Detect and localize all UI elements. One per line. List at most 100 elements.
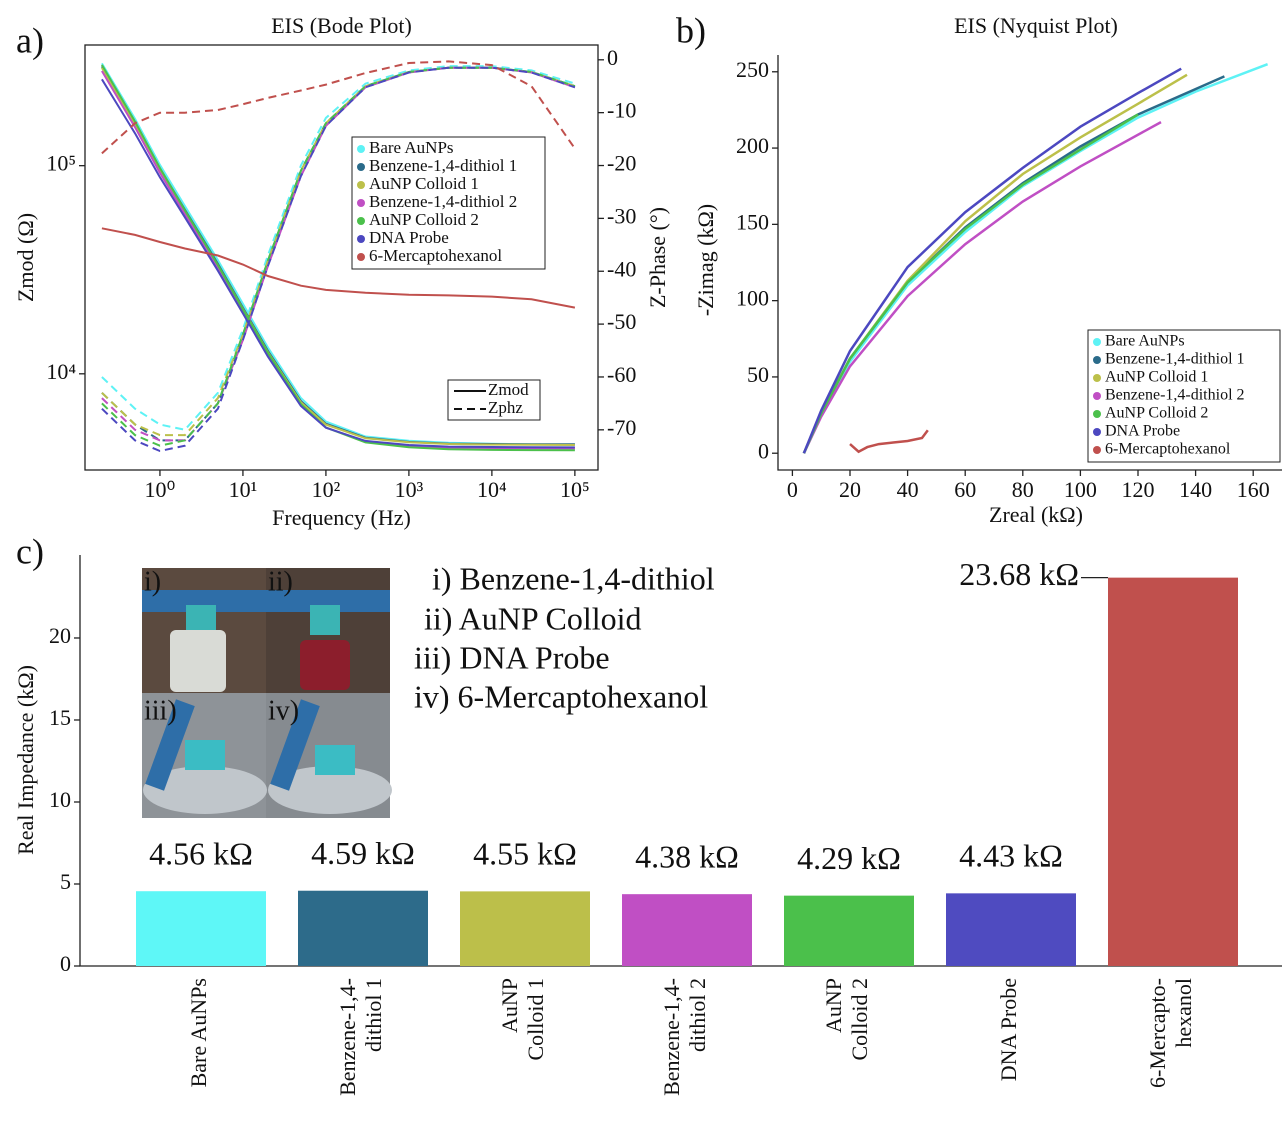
zmod-line <box>101 64 575 452</box>
chart-title: EIS (Bode Plot) <box>271 13 412 38</box>
y-tick-label: 200 <box>736 133 769 158</box>
key-text: iii) DNA Probe <box>414 639 610 675</box>
legend-marker <box>1093 392 1101 400</box>
y-tick-label: 0 <box>60 951 71 976</box>
y-tick-label: 10 <box>49 787 71 812</box>
x-tick-label: 40 <box>897 477 919 502</box>
x-tick-label: AuNP <box>497 978 522 1033</box>
value-label: 4.38 kΩ <box>635 839 739 875</box>
x-tick-label: 10⁰ <box>145 477 176 502</box>
value-label: 4.55 kΩ <box>473 836 577 872</box>
x-tick-label: 60 <box>954 477 976 502</box>
phase-line <box>101 60 576 155</box>
phase-line <box>101 66 576 447</box>
legend-label: 6-Mercaptohexanol <box>1105 441 1231 458</box>
x-tick-label: 10² <box>312 477 341 502</box>
legend-label: Bare AuNPs <box>1105 333 1185 350</box>
x-tick-label: 10³ <box>395 477 424 502</box>
x-tick-label: 10¹ <box>229 477 258 502</box>
legend-label: Benzene-1,4-dithiol 1 <box>369 156 517 175</box>
legend-marker <box>357 217 365 225</box>
legend-marker <box>1093 446 1101 454</box>
y2-tick-label: 0 <box>607 45 618 70</box>
legend-label: AuNP Colloid 2 <box>1105 405 1208 422</box>
value-label: 4.56 kΩ <box>149 836 253 872</box>
y-tick-label: 20 <box>49 623 71 648</box>
x-tick-label: 80 <box>1012 477 1034 502</box>
y-tick-label: 50 <box>747 362 769 387</box>
x-axis-label: Frequency (Hz) <box>272 505 411 530</box>
y2-tick-label: -50 <box>607 309 636 334</box>
x-tick-label: 120 <box>1122 477 1155 502</box>
y-tick-label: 0 <box>758 438 769 463</box>
x-tick-label: 160 <box>1237 477 1270 502</box>
bar <box>460 891 590 966</box>
x-tick-label: 100 <box>1064 477 1097 502</box>
bar <box>784 895 914 966</box>
x-tick-label: 10⁵ <box>560 477 590 502</box>
value-label: 4.43 kΩ <box>959 838 1063 874</box>
x-tick-label: DNA Probe <box>996 978 1021 1081</box>
x-tick-label: Benzene-1,4- <box>335 978 360 1096</box>
y2-tick-label: -40 <box>607 256 636 281</box>
panel-label: a) <box>16 20 44 60</box>
bar <box>946 893 1076 966</box>
legend-label: Benzene-1,4-dithiol 2 <box>369 192 517 211</box>
y-axis-label: -Zimag (kΩ) <box>693 204 718 316</box>
y-tick-label: 100 <box>736 286 769 311</box>
legend-marker <box>357 181 365 189</box>
inset-label: i) <box>144 566 161 597</box>
legend-marker <box>357 199 365 207</box>
value-label: 4.29 kΩ <box>797 840 901 876</box>
x-tick-label: Colloid 1 <box>523 978 548 1061</box>
legend-label: Benzene-1,4-dithiol 2 <box>1105 387 1245 404</box>
legend-label: Bare AuNPs <box>369 138 454 157</box>
legend-label: AuNP Colloid 1 <box>369 174 479 193</box>
phase-line <box>101 66 576 453</box>
y2-tick-label: -20 <box>607 151 636 176</box>
axis-spines <box>777 55 1282 471</box>
x-tick-label: Colloid 2 <box>847 978 872 1061</box>
y-tick-label: 15 <box>49 705 71 730</box>
legend-label: DNA Probe <box>1105 423 1180 440</box>
y-tick-label: 150 <box>736 209 769 234</box>
legend-marker <box>357 253 365 261</box>
zmod-line <box>101 78 575 449</box>
chart-title: EIS (Nyquist Plot) <box>954 13 1118 38</box>
y2-tick-label: -60 <box>607 362 636 387</box>
legend-label: DNA Probe <box>369 228 449 247</box>
y-tick-label: 250 <box>736 57 769 82</box>
nyquist-line <box>802 113 1139 454</box>
y-axis-label: Zmod (Ω) <box>13 213 38 302</box>
key-text: iv) 6-Mercaptohexanol <box>414 678 708 714</box>
y2-tick-label: -10 <box>607 98 636 123</box>
x-tick-label: Bare AuNPs <box>186 978 211 1087</box>
bar <box>298 890 428 966</box>
nyquist-line <box>802 121 1162 454</box>
style-legend-label: Zphz <box>488 398 523 417</box>
y-axis-label: Real Impedance (kΩ) <box>13 665 38 855</box>
x-tick-label: 140 <box>1179 477 1212 502</box>
y2-tick-label: -70 <box>607 415 636 440</box>
legend-label: 6-Mercaptohexanol <box>369 246 502 265</box>
x-tick-label: 20 <box>839 477 861 502</box>
y-tick-label: 10⁴ <box>46 359 76 384</box>
key-text: i) Benzene-1,4-dithiol <box>432 560 715 596</box>
legend-box <box>1087 329 1281 463</box>
x-tick-label: dithiol 1 <box>361 978 386 1052</box>
inset-label: iv) <box>268 695 299 726</box>
legend-marker <box>1093 428 1101 436</box>
value-label: 23.68 kΩ <box>959 556 1079 592</box>
bar <box>1108 577 1238 966</box>
y-tick-label: 5 <box>60 869 71 894</box>
bar <box>136 891 266 966</box>
x-tick-label: AuNP <box>821 978 846 1033</box>
plot-frame <box>84 44 599 471</box>
inset-label: ii) <box>268 566 293 597</box>
nyquist-line <box>802 67 1182 454</box>
bar <box>622 894 752 966</box>
inset-label: iii) <box>144 695 177 726</box>
